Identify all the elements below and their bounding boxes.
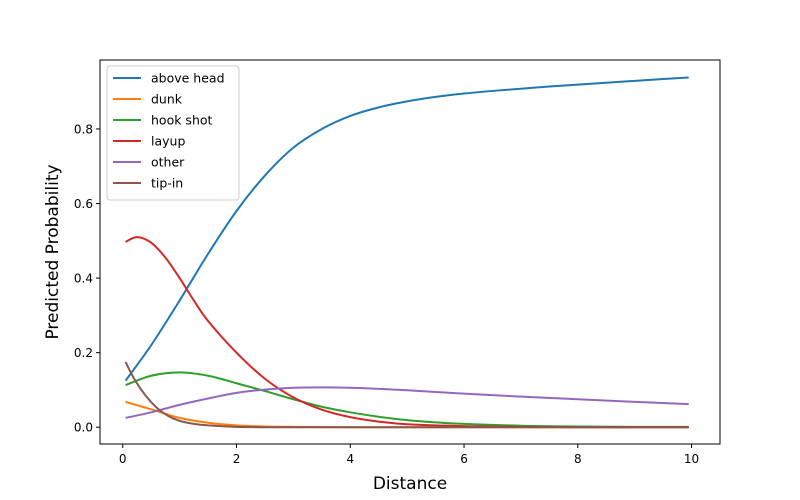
series-line-tip-in	[124, 361, 689, 429]
y-tick-label: 0.2	[74, 346, 93, 360]
y-tick-label: 0.0	[74, 421, 93, 435]
legend-label-dunk: dunk	[151, 92, 183, 107]
series-layer	[124, 76, 689, 429]
legend-label-other: other	[151, 155, 185, 170]
x-tick-label: 4	[346, 452, 354, 466]
legend: above head dunk hook shot layup other tip-in	[106, 65, 240, 201]
axes-layer	[99, 59, 721, 445]
x-tick-label: 2	[233, 452, 241, 466]
y-tick-label: 0.8	[74, 122, 93, 136]
y-tick-label: 0.4	[74, 272, 93, 286]
y-tick-label: 0.6	[74, 197, 93, 211]
x-tick-label: 0	[119, 452, 127, 466]
x-axis-ticks: 0 2 4 6 8 10	[119, 444, 699, 466]
x-axis-title: Distance	[373, 474, 447, 494]
series-line-other	[125, 386, 689, 419]
x-tick-label: 8	[574, 452, 582, 466]
x-tick-label: 10	[684, 452, 699, 466]
series-line-above-head	[124, 76, 689, 382]
y-axis-title: Predicted Probability	[43, 164, 63, 339]
y-axis-ticks: 0.0 0.2 0.4 0.6 0.8	[74, 122, 100, 435]
legend-label-above-head: above head	[151, 71, 225, 86]
x-tick-label: 6	[460, 452, 468, 466]
legend-label-layup: layup	[151, 134, 185, 149]
legend-label-hook-shot: hook shot	[151, 113, 213, 128]
legend-label-tip-in: tip-in	[151, 176, 183, 191]
axes-frame	[99, 59, 721, 445]
